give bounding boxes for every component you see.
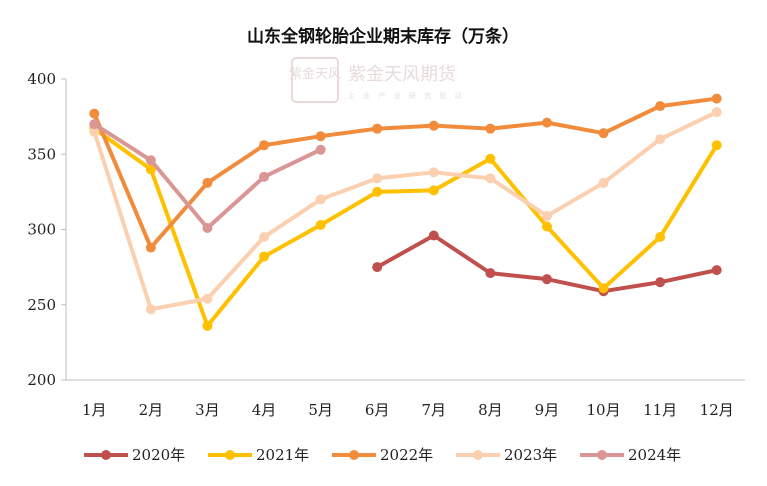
data-point bbox=[711, 107, 722, 118]
data-point bbox=[145, 242, 156, 253]
legend-label: 2021年 bbox=[256, 446, 309, 464]
data-point bbox=[145, 304, 156, 315]
data-point bbox=[89, 119, 100, 130]
data-point bbox=[541, 274, 552, 285]
data-point bbox=[372, 262, 383, 273]
legend-item: 2023年 bbox=[456, 446, 557, 464]
data-point bbox=[428, 185, 439, 196]
x-tick-label: 2月 bbox=[139, 401, 164, 419]
legend-swatch-marker bbox=[597, 450, 607, 460]
data-point bbox=[259, 251, 270, 262]
x-tick-label: 10月 bbox=[586, 401, 620, 419]
x-tick-label: 9月 bbox=[535, 401, 560, 419]
legend-swatch-marker bbox=[225, 450, 235, 460]
data-point bbox=[598, 128, 609, 139]
series-1 bbox=[89, 123, 722, 331]
data-point bbox=[372, 123, 383, 134]
data-point bbox=[89, 108, 100, 119]
legend-swatch-marker bbox=[473, 450, 483, 460]
data-point bbox=[89, 126, 100, 137]
legend-label: 2022年 bbox=[380, 446, 433, 464]
y-tick-label: 350 bbox=[27, 145, 56, 163]
data-point bbox=[485, 268, 496, 279]
legend-item: 2020年 bbox=[84, 446, 185, 464]
data-point bbox=[202, 293, 213, 304]
data-point bbox=[598, 177, 609, 188]
data-point bbox=[428, 120, 439, 131]
data-point bbox=[259, 232, 270, 243]
x-tick-label: 7月 bbox=[422, 401, 447, 419]
data-point bbox=[145, 164, 156, 175]
data-point bbox=[485, 123, 496, 134]
data-point bbox=[428, 230, 439, 241]
y-tick-label: 200 bbox=[27, 371, 56, 389]
data-point bbox=[315, 131, 326, 142]
chart-title: 山东全钢轮胎企业期末库存（万条） bbox=[247, 26, 519, 47]
data-point bbox=[655, 101, 666, 112]
data-point bbox=[259, 171, 270, 182]
legend-swatch-marker bbox=[349, 450, 359, 460]
legend-item: 2024年 bbox=[580, 446, 681, 464]
data-point bbox=[541, 210, 552, 221]
legend: 2020年 2021年 2022年 2023年 2024年 bbox=[84, 446, 681, 464]
y-tick-label: 250 bbox=[27, 296, 56, 314]
data-point bbox=[541, 117, 552, 128]
legend-item: 2022年 bbox=[332, 446, 433, 464]
data-point bbox=[598, 283, 609, 294]
data-point bbox=[428, 167, 439, 178]
x-tick-label: 3月 bbox=[195, 401, 220, 419]
data-point bbox=[315, 219, 326, 230]
axes: 200 250 300 350 400 1月 2月 3月 4月 5月 6月 7月 8月 9月 10月 11月 1… bbox=[27, 70, 745, 419]
series-4 bbox=[89, 119, 326, 233]
data-point bbox=[372, 173, 383, 184]
data-point bbox=[259, 140, 270, 151]
data-point bbox=[655, 232, 666, 243]
data-point bbox=[485, 153, 496, 164]
series-layer bbox=[89, 93, 722, 331]
data-point bbox=[711, 265, 722, 276]
watermark: 紫金天风 紫金天风期货 企 业 产 业 研 究 驱 动 bbox=[289, 57, 465, 103]
watermark-slogan: 企 业 产 业 研 究 驱 动 bbox=[348, 91, 465, 100]
series-3 bbox=[89, 107, 722, 315]
watermark-logo-seal bbox=[291, 57, 339, 103]
x-tick-label: 12月 bbox=[700, 401, 734, 419]
legend-swatch-marker bbox=[101, 450, 111, 460]
series-line bbox=[92, 96, 719, 250]
legend-label: 2023年 bbox=[504, 446, 557, 464]
data-point bbox=[655, 277, 666, 288]
x-tick-label: 5月 bbox=[308, 401, 333, 419]
x-tick-label: 4月 bbox=[252, 401, 277, 419]
legend-label: 2020年 bbox=[132, 446, 185, 464]
y-tick-label: 400 bbox=[27, 70, 56, 88]
data-point bbox=[711, 140, 722, 151]
y-tick-label: 300 bbox=[27, 221, 56, 239]
data-point bbox=[655, 134, 666, 145]
data-point bbox=[315, 194, 326, 205]
data-point bbox=[711, 93, 722, 104]
data-point bbox=[202, 177, 213, 188]
watermark-logo-text: 紫金天风 bbox=[289, 66, 341, 82]
x-tick-label: 1月 bbox=[82, 401, 107, 419]
series-2 bbox=[89, 93, 722, 253]
data-point bbox=[372, 186, 383, 197]
series-line bbox=[92, 110, 719, 312]
watermark-company-name: 紫金天风期货 bbox=[348, 64, 456, 85]
data-point bbox=[145, 155, 156, 166]
series-0 bbox=[372, 230, 722, 297]
data-point bbox=[315, 144, 326, 155]
x-tick-label: 8月 bbox=[478, 401, 503, 419]
data-point bbox=[485, 173, 496, 184]
data-point bbox=[202, 222, 213, 233]
legend-label: 2024年 bbox=[628, 446, 681, 464]
data-point bbox=[541, 221, 552, 232]
x-tick-label: 11月 bbox=[643, 401, 677, 419]
x-tick-label: 6月 bbox=[365, 401, 390, 419]
series-line bbox=[92, 126, 719, 328]
legend-item: 2021年 bbox=[208, 446, 309, 464]
data-point bbox=[202, 320, 213, 331]
